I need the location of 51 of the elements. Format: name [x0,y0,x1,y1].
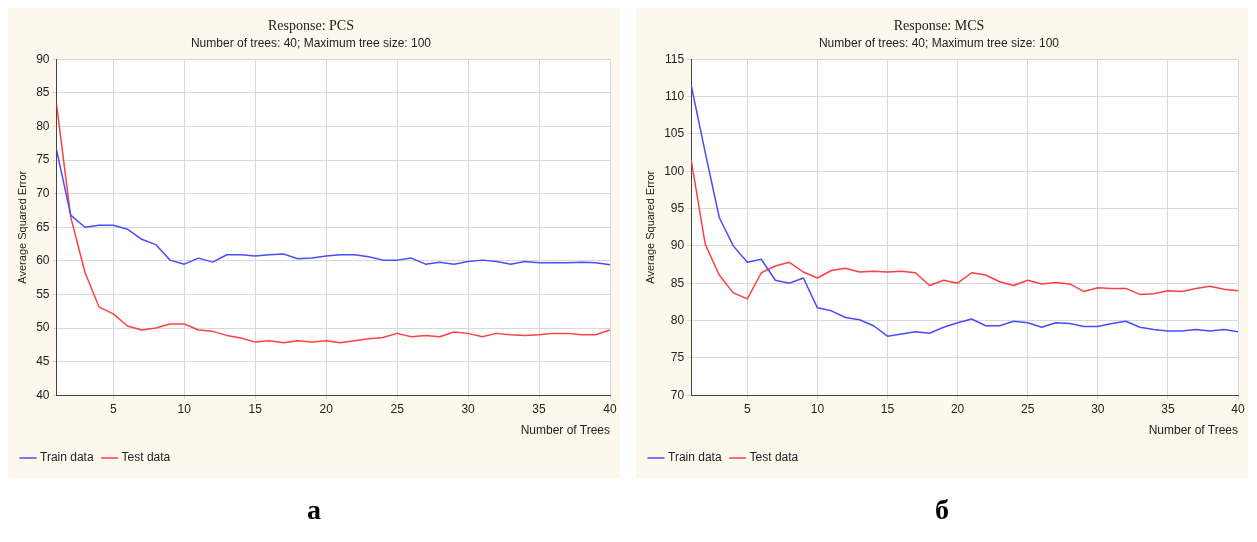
x-axis-title: Number of Trees [520,423,610,438]
chart-subtitle: Number of trees: 40; Maximum tree size: 100 [818,36,1060,51]
y-tick-label: 80 [670,312,685,327]
y-tick-label: 45 [36,353,50,368]
y-axis-title: Average Squared Error [15,170,28,284]
x-tick-label: 40 [603,401,617,416]
y-tick-label: 50 [36,320,50,335]
x-tick-label: 5 [743,401,751,416]
y-tick-label: 85 [670,275,685,290]
legend-label: Test data [749,450,799,465]
x-axis-title: Number of Trees [1148,423,1238,438]
x-tick-label: 10 [177,401,192,416]
y-axis-title: Average Squared Error [643,170,656,284]
y-tick-label: 100 [664,163,685,178]
y-tick-label: 105 [664,126,685,141]
x-tick-label: 15 [248,401,263,416]
y-tick-label: 80 [36,118,50,133]
y-tick-label: 115 [665,51,685,66]
y-tick-label: 55 [36,286,50,301]
y-tick-label: 75 [670,350,685,365]
y-tick-label: 65 [36,219,50,234]
text: б [935,494,949,526]
x-tick-label: 20 [319,401,334,416]
x-tick-label: 10 [810,401,825,416]
legend-label: Train data [668,450,722,465]
chart-title: Response: MCS [893,18,985,34]
y-tick-label: 95 [670,200,685,215]
legend-label: Train data [40,450,94,465]
x-tick-label: 15 [880,401,895,416]
y-tick-label: 75 [36,152,50,167]
text: а [307,494,321,526]
y-tick-label: 90 [36,51,50,66]
y-tick-label: 110 [665,88,685,103]
y-tick-label: 40 [36,387,50,402]
y-tick-label: 85 [36,85,50,100]
x-tick-label: 35 [532,401,547,416]
x-tick-label: 25 [390,401,405,416]
x-tick-label: 35 [1161,401,1175,416]
legend-label: Test data [121,450,171,465]
chart-title: Response: PCS [268,18,354,34]
y-tick-label: 70 [670,387,685,402]
y-tick-label: 90 [670,238,685,253]
x-tick-label: 30 [1091,401,1105,416]
x-tick-label: 20 [950,401,965,416]
chart-subtitle: Number of trees: 40; Maximum tree size: 100 [190,36,432,51]
x-tick-label: 25 [1021,401,1035,416]
x-tick-label: 5 [109,401,117,416]
y-tick-label: 60 [36,253,50,268]
y-tick-label: 70 [36,185,50,200]
x-tick-label: 40 [1231,401,1245,416]
x-tick-label: 30 [461,401,476,416]
